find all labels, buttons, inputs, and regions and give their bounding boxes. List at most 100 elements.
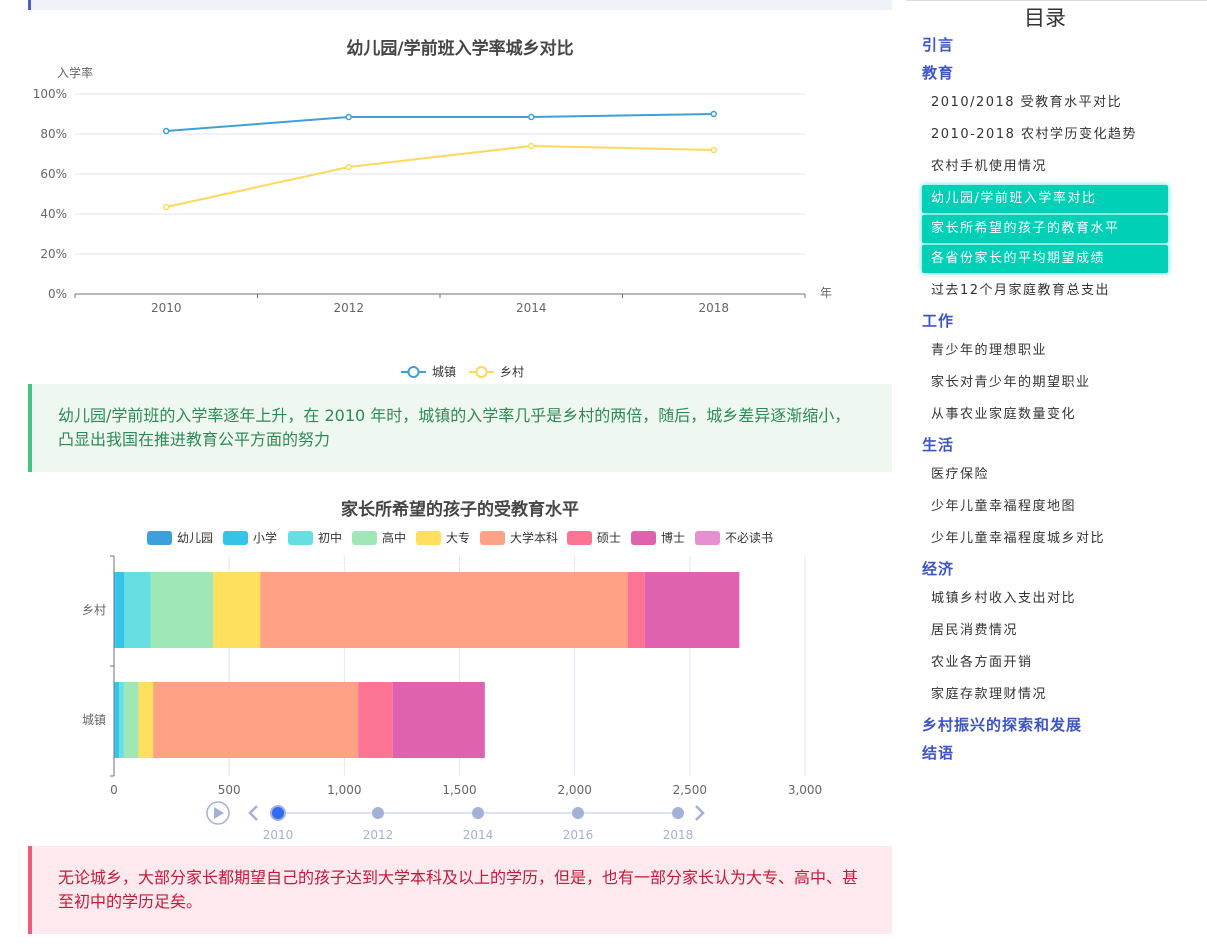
legend-item[interactable]: 大专 <box>416 530 470 545</box>
bar-segment <box>627 572 645 648</box>
chart-title: 幼儿园/学前班入学率城乡对比 <box>346 38 573 59</box>
legend-item[interactable]: 博士 <box>631 530 685 545</box>
bar-segment <box>123 682 139 758</box>
toc-item-link[interactable]: 少年儿童幸福程度城乡对比 <box>931 531 1106 546</box>
toc-section-link[interactable]: 生活 <box>922 436 955 454</box>
timeline-node[interactable]: 2010 <box>263 805 294 842</box>
toc-item-link[interactable]: 家长对青少年的期望职业 <box>931 375 1091 390</box>
toc-item-link[interactable]: 居民消费情况 <box>931 623 1019 638</box>
x-tick-label: 2014 <box>516 301 547 315</box>
toc-item-link[interactable]: 从事农业家庭数量变化 <box>931 407 1077 422</box>
legend-swatch <box>480 531 505 545</box>
bar-segment <box>644 572 740 648</box>
bar-segment <box>392 682 485 758</box>
legend-item[interactable]: 乡村 <box>469 365 524 379</box>
x-tick-label: 2010 <box>151 301 182 315</box>
toc-item-link[interactable]: 青少年的理想职业 <box>931 343 1048 358</box>
toc-item-link[interactable]: 各省份家长的平均期望成绩 <box>922 245 1168 273</box>
timeline-year-label: 2010 <box>263 828 294 842</box>
toc-section-link[interactable]: 乡村振兴的探索和发展 <box>922 716 1083 734</box>
legend-marker <box>407 366 420 378</box>
y-tick-label: 40% <box>40 207 67 221</box>
toc-title: 目录 <box>1024 6 1066 30</box>
toc-list: 引言教育 2010/2018 受教育水平对比 2010-2018 农村学历变化趋势农… <box>922 31 1184 767</box>
legend-swatch <box>288 531 313 545</box>
enrollment-line-chart: 幼儿园/学前班入学率城乡对比 入学率年 0% 20% 40% 60% 80% 100% 2010… <box>28 28 892 384</box>
timeline-node[interactable]: 2018 <box>663 807 694 842</box>
x-tick-label: 3,000 <box>788 783 822 797</box>
enrollment-insight-note: 幼儿园/学前班的入学率逐年上升，在 2010 年时，城镇的入学率几乎是乡村的两倍… <box>28 384 892 472</box>
toc-item-link[interactable]: 农村手机使用情况 <box>931 159 1048 174</box>
toc-item-link[interactable]: 家庭存款理财情况 <box>931 687 1048 702</box>
legend-label: 硕士 <box>597 531 621 545</box>
bar-segment <box>358 682 393 758</box>
legend-item[interactable]: 大学本科 <box>480 530 558 545</box>
toc-item-link[interactable]: 少年儿童幸福程度地图 <box>931 499 1077 514</box>
legend-swatch <box>631 531 656 545</box>
expectation-insight-text: 无论城乡，大部分家长都期望自己的孩子达到大学本科及以上的学历，但是，也有一部分家… <box>58 868 859 911</box>
toc-item-link[interactable]: 城镇乡村收入支出对比 <box>931 591 1077 606</box>
legend-item[interactable]: 硕士 <box>567 531 621 545</box>
y-tick-label: 80% <box>40 127 67 141</box>
data-point <box>163 127 170 135</box>
timeline-year-label: 2012 <box>363 828 394 842</box>
timeline-node[interactable]: 2016 <box>563 807 594 842</box>
toc-item-link[interactable]: 2010-2018 农村学历变化趋势 <box>931 127 1137 142</box>
legend-label: 博士 <box>661 530 685 545</box>
data-point <box>345 113 352 121</box>
toc-item-link[interactable]: 农业各方面开销 <box>931 655 1033 670</box>
y-tick-label: 100% <box>33 87 67 101</box>
timeline-play-button[interactable] <box>206 801 230 825</box>
legend-label: 大学本科 <box>510 530 558 545</box>
y-tick-label: 60% <box>40 167 67 181</box>
x-tick-label: 0 <box>110 783 118 797</box>
toc-item-link[interactable]: 幼儿园/学前班入学率对比 <box>922 185 1168 213</box>
timeline-node[interactable]: 2014 <box>463 807 494 842</box>
bar-segment <box>213 572 261 648</box>
y-tick-label: 城镇 <box>82 713 106 727</box>
toc-section-link[interactable]: 结语 <box>922 744 955 762</box>
prev-arrow-icon[interactable] <box>248 805 258 821</box>
bar-segment <box>124 572 151 648</box>
legend-item[interactable]: 高中 <box>352 530 406 545</box>
series-line <box>166 144 714 208</box>
x-tick-label: 500 <box>218 783 241 797</box>
data-point <box>528 142 535 150</box>
legend-swatch <box>147 531 172 545</box>
legend-item[interactable]: 初中 <box>288 530 342 545</box>
toc-section-link[interactable]: 教育 <box>922 64 955 82</box>
legend-label: 城镇 <box>432 365 456 379</box>
toc-item-link[interactable]: 过去12个月家庭教育总支出 <box>931 283 1111 298</box>
timeline-node[interactable]: 2012 <box>363 807 394 842</box>
chart-title: 家长所希望的孩子的受教育水平 <box>341 499 579 520</box>
legend-label: 幼儿园 <box>177 531 213 545</box>
data-point <box>710 110 717 118</box>
toc-item-link[interactable]: 医疗保险 <box>931 467 990 482</box>
bar-segment <box>114 572 116 648</box>
toc-item-link[interactable]: 家长所希望的孩子的教育水平 <box>922 215 1168 243</box>
legend-label: 小学 <box>253 530 277 545</box>
legend-swatch <box>695 531 720 545</box>
timeline-dot <box>472 807 484 819</box>
legend-item[interactable]: 幼儿园 <box>147 531 213 545</box>
toc-section-link[interactable]: 引言 <box>922 36 955 54</box>
toc-section-link[interactable]: 经济 <box>922 560 955 578</box>
legend-item[interactable]: 城镇 <box>401 365 456 379</box>
toc-item-link[interactable]: 2010/2018 受教育水平对比 <box>931 95 1123 110</box>
y-tick-label: 0% <box>48 287 67 301</box>
timeline-year-label: 2014 <box>463 828 494 842</box>
legend-label: 初中 <box>318 530 342 545</box>
toc-section-link[interactable]: 工作 <box>922 312 955 330</box>
timeline-year-label: 2016 <box>563 828 594 842</box>
toc-divider <box>906 0 1207 3</box>
legend-item[interactable]: 不必读书 <box>695 531 773 545</box>
next-arrow-icon[interactable] <box>695 805 705 821</box>
legend-item[interactable]: 小学 <box>223 530 277 545</box>
expectation-insight-note: 无论城乡，大部分家长都期望自己的孩子达到大学本科及以上的学历，但是，也有一部分家… <box>28 846 892 934</box>
y-tick-label: 乡村 <box>82 603 106 617</box>
timeline-dot <box>270 805 286 821</box>
legend-label: 不必读书 <box>725 531 773 545</box>
timeline-dot <box>372 807 384 819</box>
